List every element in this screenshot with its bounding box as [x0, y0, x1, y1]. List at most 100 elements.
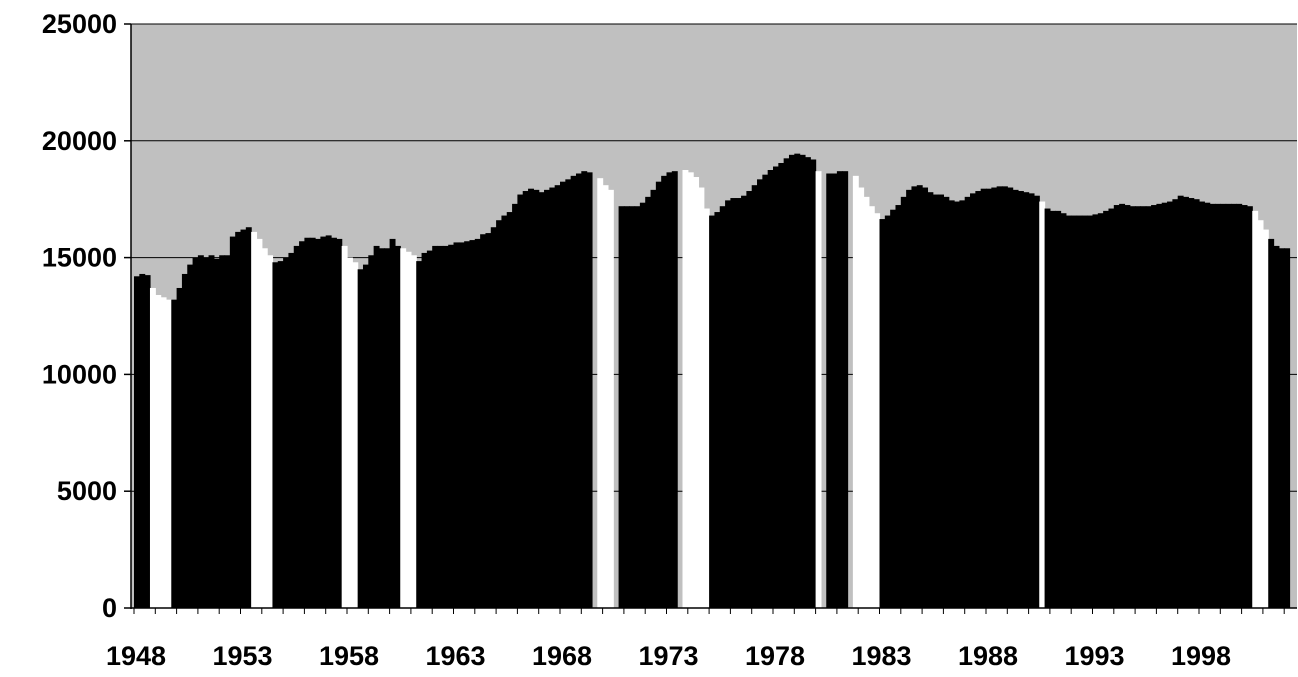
data-bar: [1045, 209, 1051, 608]
data-bar: [1061, 213, 1067, 608]
data-bar: [539, 192, 545, 608]
data-bar: [187, 265, 193, 608]
data-bar: [1114, 205, 1120, 608]
x-tick-label: 1968: [532, 641, 592, 671]
data-bar: [651, 190, 657, 608]
data-bar: [1055, 211, 1061, 608]
data-bar: [1199, 202, 1205, 608]
data-bar: [826, 174, 832, 609]
x-tick-label: 1953: [212, 641, 272, 671]
data-bar: [294, 246, 300, 608]
recession-bar: [161, 297, 167, 608]
data-bar: [491, 227, 497, 608]
data-bar: [635, 206, 641, 608]
data-bar: [981, 189, 987, 608]
data-bar: [1236, 204, 1242, 608]
data-bar: [230, 237, 236, 608]
data-bar: [1146, 206, 1152, 608]
data-bar: [911, 186, 917, 608]
data-bar: [890, 210, 896, 608]
data-bar: [475, 239, 481, 608]
data-bar: [507, 212, 513, 608]
data-bar: [986, 189, 992, 608]
data-bar: [416, 261, 422, 608]
recession-bar: [150, 288, 156, 608]
data-bar: [837, 171, 843, 608]
x-tick-label: 1963: [425, 641, 485, 671]
data-bar: [528, 189, 534, 608]
data-bar: [1013, 190, 1019, 608]
x-tick-label: 1958: [319, 641, 379, 671]
data-bar: [523, 191, 529, 608]
recession-bar: [256, 239, 262, 608]
data-bar: [1172, 199, 1178, 608]
data-bar: [299, 241, 305, 608]
y-tick-label: 5000: [57, 476, 117, 506]
data-bar: [906, 190, 912, 608]
data-bar: [448, 245, 454, 608]
data-bar: [358, 269, 364, 608]
data-bar: [927, 192, 933, 608]
data-bar: [134, 276, 140, 608]
data-bar: [645, 197, 651, 608]
data-bar: [730, 198, 736, 608]
recession-bar: [342, 246, 348, 608]
data-bar: [469, 240, 475, 608]
data-bar: [544, 190, 550, 608]
x-axis: 1948 1953 1958 1963 1968 1973 1978 1983 1988 1993…: [106, 608, 1297, 671]
data-bar: [629, 206, 635, 608]
data-bar: [427, 251, 433, 608]
y-tick-label: 10000: [42, 359, 117, 389]
recession-bar: [693, 177, 699, 608]
data-bar: [1124, 205, 1130, 608]
recession-bar: [1258, 220, 1264, 608]
data-bar: [390, 239, 396, 608]
data-bar: [656, 182, 662, 608]
recession-bar: [704, 209, 710, 608]
data-bar: [991, 188, 997, 608]
data-bar: [1268, 239, 1274, 608]
data-bar: [326, 235, 332, 608]
data-bar: [672, 171, 678, 608]
data-bar: [954, 202, 960, 608]
data-bar: [1119, 204, 1125, 608]
recession-bar: [262, 248, 268, 608]
data-bar: [922, 188, 928, 608]
data-bar: [1231, 204, 1237, 608]
data-bar: [219, 255, 225, 608]
data-bar: [1151, 205, 1157, 608]
recession-bar: [608, 190, 614, 608]
data-bar: [917, 185, 923, 608]
data-bar: [177, 288, 183, 608]
data-bar: [283, 258, 289, 608]
data-bar: [549, 188, 555, 608]
data-bar: [970, 193, 976, 608]
data-bar: [661, 176, 667, 608]
recession-bar: [853, 176, 859, 608]
data-bar: [1279, 248, 1285, 608]
data-bar: [805, 157, 811, 608]
data-bar: [1284, 248, 1290, 608]
data-bar: [459, 242, 465, 608]
data-bar: [624, 206, 630, 608]
data-bar: [454, 242, 460, 608]
data-bar: [1071, 216, 1077, 608]
data-bar: [501, 216, 507, 608]
x-tick-label: 1988: [958, 641, 1018, 671]
data-bar: [757, 179, 763, 608]
data-bar: [422, 253, 428, 608]
recession-bar: [603, 185, 609, 608]
data-bar: [198, 255, 204, 608]
data-bar: [1178, 196, 1184, 608]
data-bar: [336, 239, 342, 608]
x-tick-label: 1978: [745, 641, 805, 671]
data-bar: [1188, 198, 1194, 608]
data-bar: [1023, 192, 1029, 608]
data-bar: [832, 174, 838, 609]
data-bar: [1098, 213, 1104, 608]
data-bar: [965, 197, 971, 608]
recession-bar: [251, 232, 257, 608]
recession-bar: [155, 295, 161, 608]
recession-bar: [869, 206, 875, 608]
